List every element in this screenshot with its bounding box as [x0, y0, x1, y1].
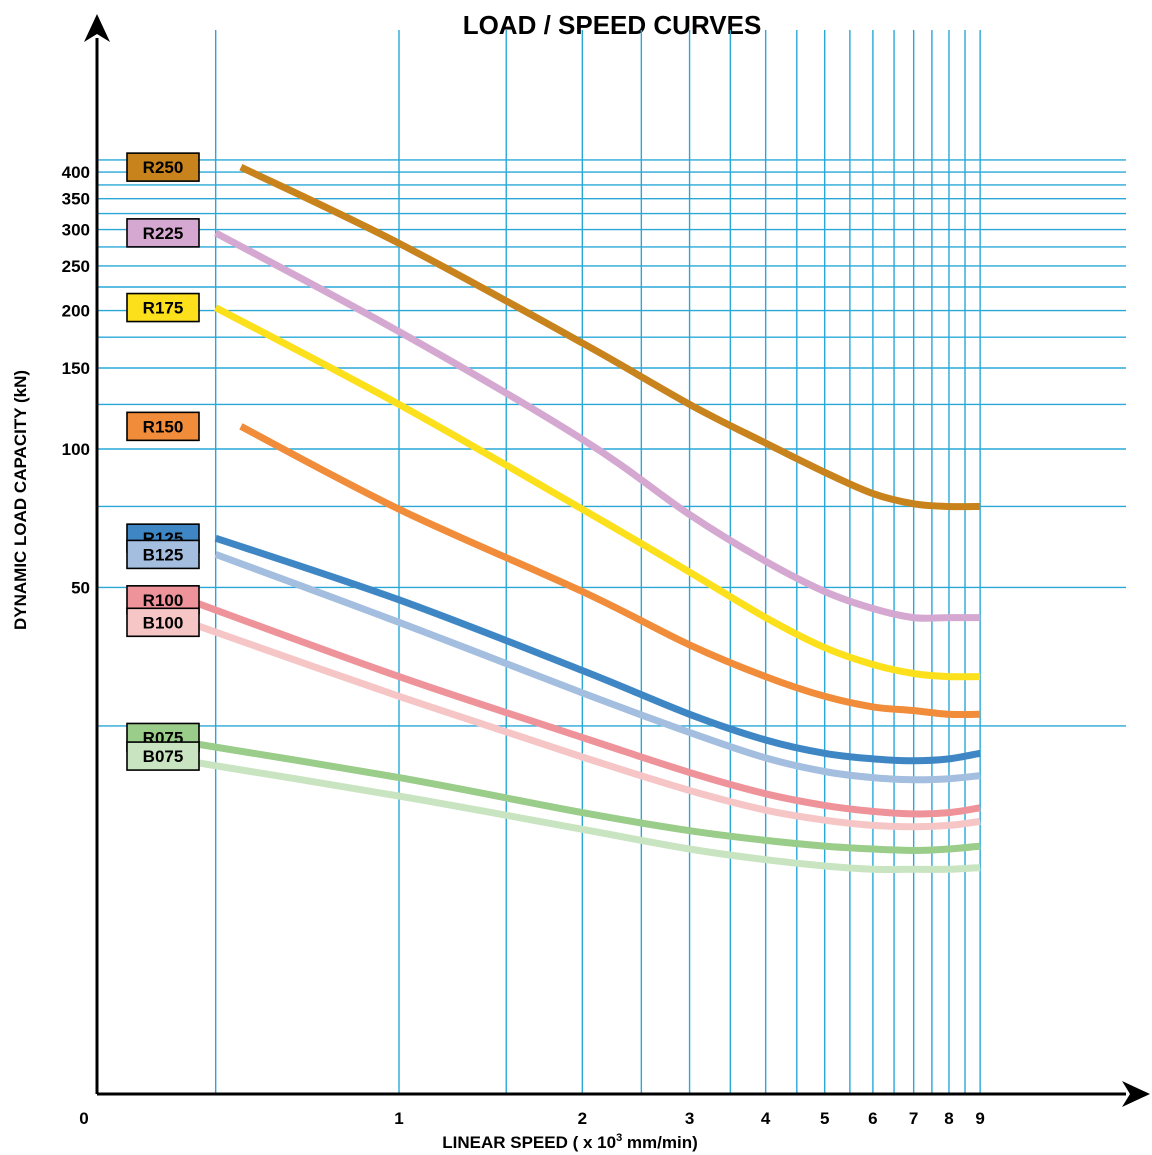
legend-label: R175	[143, 299, 184, 318]
legend-swatch	[126, 539, 200, 570]
series-line-b125	[214, 551, 981, 784]
y-tick-label: 150	[62, 359, 90, 378]
y-tick-label: 250	[62, 257, 90, 276]
legend-item-r175: R175	[126, 292, 200, 323]
legend-swatch	[126, 741, 200, 771]
legend-swatch	[126, 152, 200, 182]
legend-label: B125	[143, 545, 184, 564]
series-line-r250	[239, 163, 981, 511]
legend-swatch	[126, 292, 200, 323]
x-tick-label: 0	[79, 1109, 88, 1128]
x-tick-label: 4	[761, 1109, 771, 1128]
legend-item-r250: R250	[126, 152, 200, 182]
series-line-r150	[239, 423, 981, 719]
legend-swatch	[126, 607, 200, 638]
legend-label: R150	[143, 417, 184, 436]
x-tick-label: 1	[394, 1109, 403, 1128]
x-tick-labels: 0 1 2 3 4 5 6 7 8 9	[79, 1109, 985, 1128]
grid	[97, 30, 1126, 1094]
legend-label: R250	[143, 158, 184, 177]
series-line-r125	[214, 534, 981, 765]
x-tick-label: 2	[578, 1109, 587, 1128]
legend-swatch	[126, 411, 200, 442]
legend-label: R100	[143, 591, 184, 610]
series-line-r100	[186, 596, 981, 818]
legend-item-r150: R150	[126, 411, 200, 442]
series-line-r175	[214, 304, 981, 681]
legend-swatch	[126, 218, 200, 248]
x-tick-label: 8	[944, 1109, 953, 1128]
y-tick-label: 50	[71, 578, 90, 597]
x-tick-label: 5	[820, 1109, 829, 1128]
y-tick-labels: 400 350 300 250 200 150 100 50	[62, 163, 90, 597]
y-tick-label: 300	[62, 221, 90, 240]
series-line-b075	[156, 752, 981, 874]
series-line-r075	[156, 734, 981, 855]
legend-label: R225	[143, 224, 184, 243]
series-line-b100	[186, 618, 981, 831]
y-tick-label: 100	[62, 440, 90, 459]
y-axis-arrow-icon	[84, 14, 110, 42]
legend-item-r225: R225	[126, 218, 200, 248]
y-tick-label: 200	[62, 302, 90, 321]
x-tick-label: 7	[909, 1109, 918, 1128]
legend-item-b075: B075	[126, 741, 200, 771]
legend-item-b100: B100	[126, 607, 200, 638]
x-axis-arrow-icon	[1122, 1081, 1150, 1107]
axes	[84, 14, 1150, 1107]
chart-title: LOAD / SPEED CURVES	[463, 10, 762, 40]
legend-label: B075	[143, 747, 184, 766]
series-line-r225	[214, 229, 981, 622]
legend-item-b125: B125	[126, 539, 200, 570]
x-tick-label: 6	[868, 1109, 877, 1128]
x-tick-label: 3	[685, 1109, 694, 1128]
legend-label: B100	[143, 613, 184, 632]
y-tick-label: 350	[62, 190, 90, 209]
series-layer	[156, 163, 981, 874]
y-axis-label: DYNAMIC LOAD CAPACITY (kN)	[11, 370, 30, 630]
y-tick-label: 400	[62, 163, 90, 182]
x-tick-label: 9	[975, 1109, 984, 1128]
x-axis-label: LINEAR SPEED ( x 103 mm/min)	[442, 1132, 698, 1152]
